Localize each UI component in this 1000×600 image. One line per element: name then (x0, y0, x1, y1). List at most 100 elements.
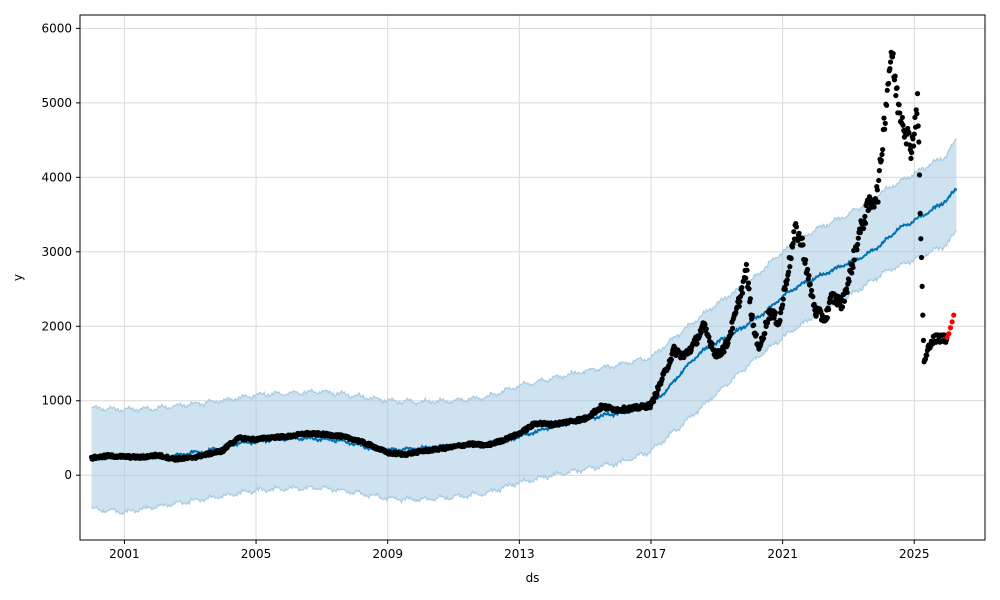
observed-point (743, 275, 749, 281)
y-tick-label: 5000 (41, 96, 72, 110)
observed-point (668, 356, 674, 363)
y-tick-label: 4000 (41, 170, 72, 184)
observed-point (857, 230, 863, 236)
observed-point (694, 340, 700, 347)
observed-point (854, 247, 860, 253)
observed-point (709, 341, 715, 347)
y-tick-label: 1000 (41, 394, 72, 408)
observed-point (920, 312, 926, 318)
observed-point (784, 277, 790, 283)
x-axis-ticks: 2001 2005 2009 2013 2017 2021 2025 (109, 540, 930, 561)
observed-point (808, 287, 815, 294)
observed-point (744, 267, 750, 273)
plot-frame (79, 14, 986, 541)
observed-point (841, 298, 848, 304)
observed-point (791, 229, 797, 235)
observed-point (788, 255, 794, 262)
observed-point (743, 261, 750, 268)
observed-point (746, 286, 752, 292)
observed-point (874, 187, 880, 193)
observed-point (793, 224, 800, 230)
interval-lower-line (91, 230, 957, 516)
observed-point (844, 289, 850, 296)
observed-point (733, 309, 739, 315)
observed-point (725, 340, 731, 346)
observed-point (745, 280, 751, 286)
y-tick-label: 2000 (41, 319, 72, 333)
observed-point (706, 334, 712, 340)
observed-point (846, 278, 852, 285)
observed-point (855, 241, 861, 247)
observed-point (871, 204, 877, 210)
observed-point (826, 299, 832, 306)
observed-point (914, 111, 920, 117)
observed-point (918, 254, 925, 261)
observed-point (882, 126, 888, 132)
observed-point (721, 349, 727, 355)
observed-point (753, 332, 759, 338)
observed-point (760, 335, 767, 341)
observed-point (777, 317, 783, 324)
observed-point (850, 264, 856, 271)
observed-point (909, 150, 915, 156)
observed-point (920, 337, 927, 343)
observed-point (751, 322, 757, 328)
observed-point (919, 283, 925, 289)
observed-point (862, 220, 869, 226)
observed-point (849, 270, 855, 276)
y-tick-label: 0 (64, 468, 72, 482)
observed-point (736, 303, 742, 309)
x-tick-label: 2017 (636, 547, 667, 561)
recent-point (947, 325, 954, 331)
observed-point (897, 110, 903, 116)
observed-point (782, 286, 788, 292)
x-tick-label: 2009 (372, 547, 403, 561)
observed-point (884, 87, 890, 93)
observed-point (880, 146, 886, 153)
observed-point (914, 91, 921, 97)
observed-point (918, 236, 924, 242)
observed-point (762, 330, 768, 337)
observed-point (729, 325, 736, 331)
observed-point (887, 66, 893, 72)
y-tick-label: 6000 (41, 21, 72, 35)
observed-point (806, 273, 812, 279)
forecast-line (91, 187, 958, 461)
observed-point (780, 296, 786, 302)
observed-point (885, 80, 892, 87)
observed-point (876, 168, 882, 174)
observed-point (785, 269, 792, 275)
x-tick-label: 2001 (109, 547, 140, 561)
observed-point (916, 172, 923, 178)
observed-point (805, 266, 811, 272)
observed-point (878, 157, 884, 163)
observed-point (876, 177, 882, 184)
forecast-series (91, 187, 958, 461)
observed-point (839, 304, 846, 310)
observed-point (737, 298, 743, 305)
observed-point (860, 225, 867, 231)
observed-point (803, 257, 809, 263)
observed-point (810, 294, 816, 300)
observed-point (910, 136, 916, 142)
observed-point (893, 92, 899, 99)
observed-point (654, 390, 660, 396)
observed-point (800, 242, 806, 248)
observed-point (855, 235, 861, 241)
observed-point (915, 123, 921, 129)
observed-point (894, 85, 900, 91)
recent-point (949, 319, 955, 325)
observed-point (783, 281, 790, 287)
observed-point (887, 59, 894, 65)
observed-point (772, 309, 778, 316)
observed-point (884, 102, 890, 108)
observed-point (917, 210, 923, 216)
y-tick-label: 3000 (41, 245, 72, 259)
y-axis-label: y (11, 274, 25, 281)
observed-point (651, 399, 657, 405)
x-tick-label: 2021 (767, 547, 798, 561)
observed-point (659, 376, 665, 382)
observed-point (778, 310, 784, 316)
observed-point (749, 312, 755, 318)
